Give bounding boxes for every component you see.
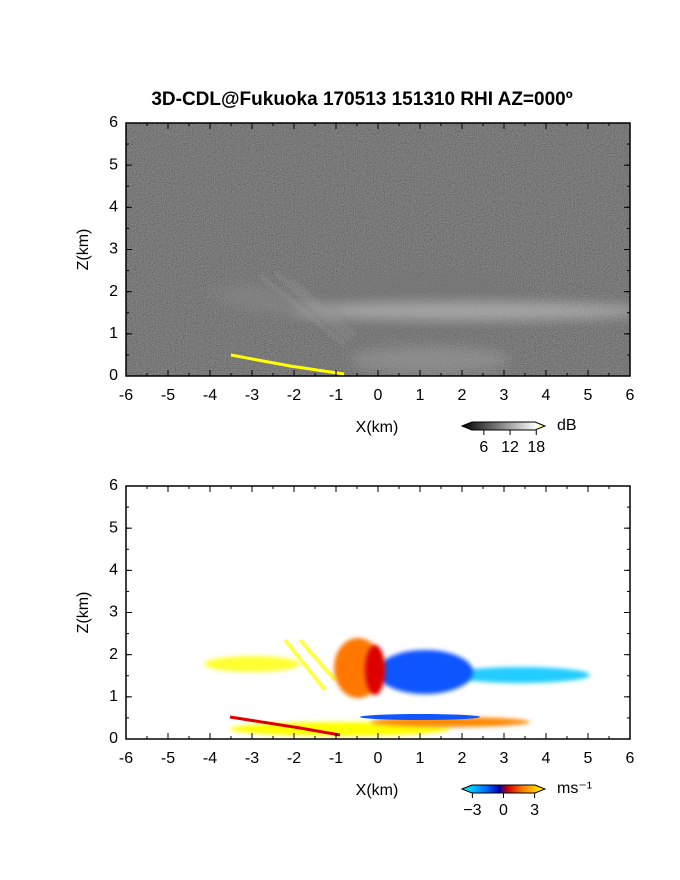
y-tick-label: 0 (109, 367, 118, 384)
colorbar-tick-label: 6 (479, 439, 488, 456)
x-tick-label: 6 (626, 750, 635, 767)
x-tick-label: 1 (416, 750, 425, 767)
colorbar (460, 784, 547, 794)
x-tick-label: -2 (287, 387, 301, 404)
x-tick-label: 4 (542, 387, 551, 404)
chart-title: 3D-CDL@Fukuoka 170513 151310 RHI AZ=000º (151, 89, 572, 110)
y-axis-label: Z(km) (75, 592, 92, 634)
colorbar (460, 421, 547, 431)
x-tick-label: -4 (203, 387, 217, 404)
x-tick-label: 4 (542, 750, 551, 767)
x-tick-label: -3 (245, 387, 259, 404)
x-tick-label: -5 (161, 750, 175, 767)
colorbar-label: ms⁻¹ (557, 780, 592, 797)
colorbar-tick-label: −3 (463, 802, 481, 819)
x-tick-label: -1 (329, 750, 343, 767)
y-tick-label: 0 (109, 730, 118, 747)
y-tick-label: 2 (109, 646, 118, 663)
x-tick-label: -1 (329, 387, 343, 404)
y-tick-label: 3 (109, 604, 118, 621)
y-tick-label: 4 (109, 562, 118, 579)
x-tick-label: 0 (374, 387, 383, 404)
colorbar-label: dB (557, 417, 577, 434)
colorbar-tick-label: 18 (527, 439, 545, 456)
x-tick-label: -6 (119, 750, 133, 767)
y-tick-label: 5 (109, 519, 118, 536)
y-tick-label: 4 (109, 199, 118, 216)
x-tick-label: -6 (119, 387, 133, 404)
colorbar-tick-label: 12 (501, 439, 519, 456)
x-tick-label: -5 (161, 387, 175, 404)
x-tick-label: 2 (458, 750, 467, 767)
plot-frame (125, 485, 631, 740)
y-tick-label: 5 (109, 156, 118, 173)
x-tick-label: -2 (287, 750, 301, 767)
y-tick-label: 2 (109, 283, 118, 300)
x-tick-label: 6 (626, 387, 635, 404)
y-tick-label: 1 (109, 325, 118, 342)
reflectivity-image (126, 123, 630, 376)
x-tick-label: -3 (245, 750, 259, 767)
colorbar-tick-label: 0 (499, 802, 508, 819)
x-axis-label: X(km) (356, 782, 399, 799)
x-tick-label: 2 (458, 387, 467, 404)
y-tick-label: 6 (109, 477, 118, 494)
colorbar-tick-label: 3 (530, 802, 539, 819)
y-tick-label: 6 (109, 114, 118, 131)
x-axis-label: X(km) (356, 419, 399, 436)
y-tick-label: 3 (109, 241, 118, 258)
x-tick-label: -4 (203, 750, 217, 767)
x-tick-label: 5 (584, 387, 593, 404)
x-tick-label: 5 (584, 750, 593, 767)
x-tick-label: 3 (500, 387, 509, 404)
y-axis-label: Z(km) (75, 229, 92, 271)
x-tick-label: 0 (374, 750, 383, 767)
x-tick-label: 3 (500, 750, 509, 767)
y-tick-label: 1 (109, 688, 118, 705)
velocity-image (204, 638, 590, 737)
x-tick-label: 1 (416, 387, 425, 404)
